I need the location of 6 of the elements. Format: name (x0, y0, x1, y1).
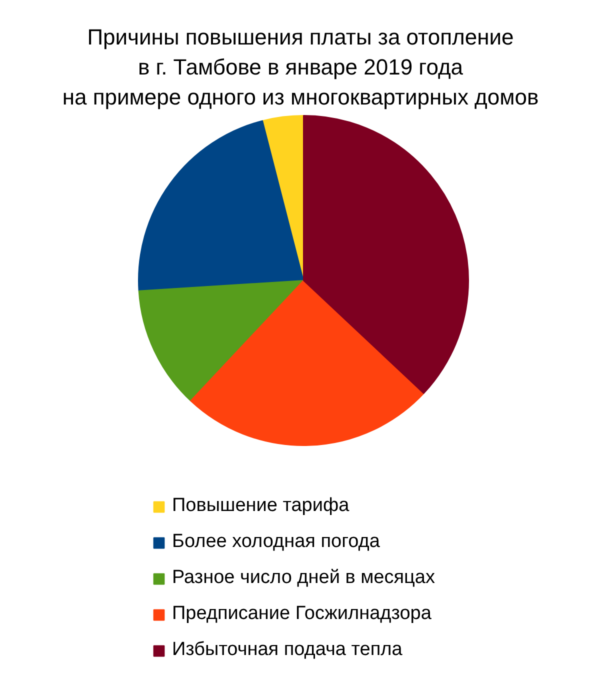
legend-label: Повышение тарифа (172, 494, 350, 518)
legend-label: Предписание Госжилнадзора (172, 602, 432, 626)
legend-label: Избыточная подача тепла (172, 638, 402, 662)
legend-label: Более холодная погода (172, 530, 380, 554)
legend-label: Разное число дней в месяцах (172, 566, 435, 590)
chart-title: Причины повышения платы за отопление в г. Тамбове в январе 2019 года на примере одного из многоквартирных домов (62, 24, 539, 110)
